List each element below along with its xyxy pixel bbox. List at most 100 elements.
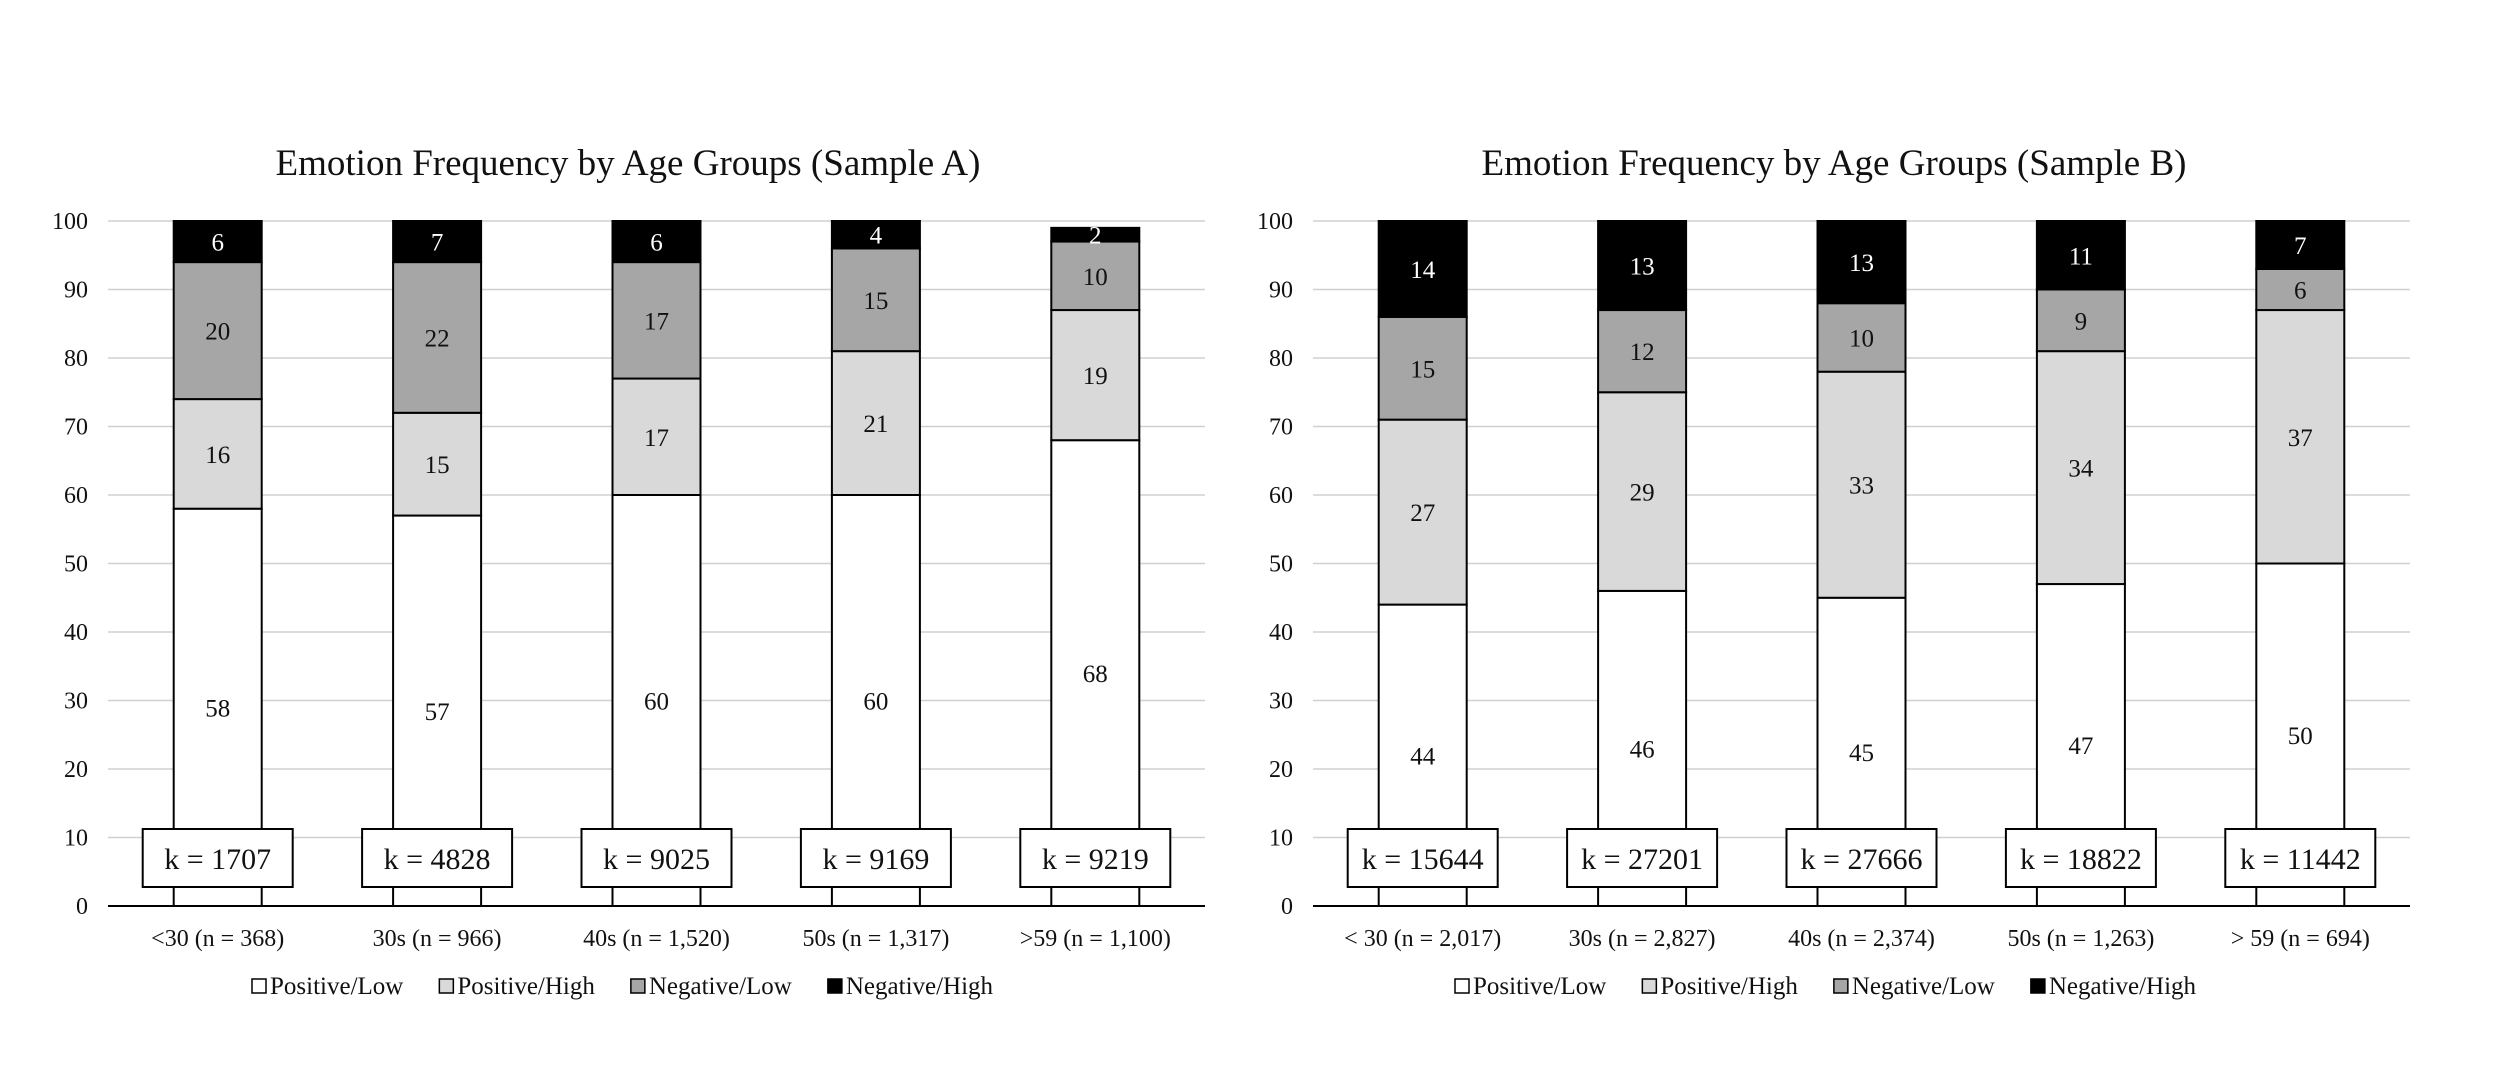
bar-segment-positive-high	[1816, 370, 1907, 599]
data-label: 50	[2288, 723, 2313, 750]
data-label: 6	[2294, 278, 2307, 305]
y-tick-label: 80	[1269, 346, 1293, 372]
data-label: 10	[1849, 325, 1874, 352]
chart-title: Emotion Frequency by Age Groups (Sample …	[1482, 143, 2187, 184]
y-tick-label: 20	[1269, 757, 1293, 783]
y-tick-label: 20	[64, 757, 88, 783]
k-annotation-label: k = 18822	[2020, 843, 2142, 876]
data-label: 21	[863, 411, 888, 438]
bar-segment-positive-high	[392, 411, 483, 517]
x-tick-label: < 30 (n = 2,017)	[1344, 926, 1501, 952]
y-tick-label: 100	[1257, 209, 1293, 235]
x-tick-label: 50s (n = 1,263)	[2007, 926, 2154, 952]
k-annotation-box	[141, 828, 294, 888]
bar-segment-negative-low	[1597, 309, 1688, 394]
bar-segment-positive-high	[611, 377, 702, 496]
k-annotation-box	[2224, 828, 2377, 888]
y-tick-label: 10	[1269, 826, 1293, 852]
x-tick-label: <30 (n = 368)	[151, 926, 284, 952]
bar-segment-negative-low	[392, 261, 483, 414]
x-tick-label: 40s (n = 2,374)	[1788, 926, 1935, 952]
legend-label: Positive/High	[457, 973, 595, 1000]
bar-segment-negative-high	[2035, 220, 2126, 291]
y-axis: 0 10 20 30 40 50 60 70 80 90 100	[1257, 209, 1293, 920]
k-annotation-label: k = 27201	[1581, 843, 1703, 876]
data-label: 57	[425, 699, 450, 726]
data-label: 29	[1630, 480, 1655, 507]
data-label: 4	[870, 223, 883, 250]
y-tick-label: 90	[64, 278, 88, 304]
data-label: 15	[425, 452, 450, 479]
x-tick-label: >59 (n = 1,100)	[1020, 926, 1171, 952]
bar-segment-positive-high	[1050, 309, 1141, 442]
bar-segment-negative-high	[1050, 226, 1141, 243]
legend-swatch	[1454, 978, 1470, 994]
bar-segment-negative-high	[611, 220, 702, 264]
legend-swatch	[251, 978, 267, 994]
y-tick-label: 30	[64, 689, 88, 715]
data-label: 37	[2288, 425, 2313, 452]
data-label: 14	[1410, 257, 1436, 284]
bar-segment-negative-high	[172, 220, 263, 264]
legend-label: Negative/High	[2049, 973, 2197, 1000]
k-annotation-box	[1346, 828, 1499, 888]
k-annotation-box	[1019, 828, 1172, 888]
data-label: 7	[431, 230, 444, 257]
x-tick-label: 30s (n = 966)	[373, 926, 502, 952]
legend-label: Positive/High	[1660, 973, 1798, 1000]
y-tick-label: 50	[64, 552, 88, 578]
data-label: 10	[1083, 264, 1108, 291]
legend-swatch	[438, 978, 455, 994]
x-tick-label: 40s (n = 1,520)	[583, 926, 730, 952]
data-label: 34	[2068, 456, 2094, 483]
sample-size-annotations: k = 15644 k = 27201 k = 27666 k = 18822 k = …	[1346, 828, 2377, 888]
y-tick-label: 80	[64, 346, 88, 372]
k-annotation-box	[361, 828, 514, 888]
bar-segment-positive-high	[1377, 418, 1468, 606]
data-label: 46	[1630, 736, 1655, 763]
k-annotation-label: k = 15644	[1362, 843, 1484, 876]
bar-segment-negative-high	[392, 220, 483, 264]
data-label: 22	[425, 325, 450, 352]
sample-size-annotations: k = 1707 k = 4828 k = 9025 k = 9169 k = 9219	[141, 828, 1172, 888]
data-label: 20	[205, 319, 230, 346]
data-label: 13	[1630, 254, 1655, 281]
k-annotation-label: k = 9025	[603, 843, 710, 876]
bar-segment-positive-high	[2255, 309, 2346, 565]
y-axis: 0 10 20 30 40 50 60 70 80 90 100	[52, 209, 88, 920]
data-label: 33	[1849, 473, 1874, 500]
x-tick-label: 30s (n = 2,827)	[1569, 926, 1716, 952]
data-label: 7	[2294, 233, 2307, 260]
bar-segment-negative-high	[830, 220, 921, 250]
data-label: 17	[644, 425, 669, 452]
k-annotation-box	[2004, 828, 2157, 888]
chart-title: Emotion Frequency by Age Groups (Sample …	[276, 143, 981, 184]
bar-segment-negative-high	[1816, 220, 1907, 305]
legend-swatch	[1833, 978, 1849, 994]
bar-segment-negative-low	[172, 261, 263, 401]
data-label: 6	[650, 230, 663, 257]
data-label: 19	[1083, 363, 1108, 390]
bar-segment-positive-high	[2035, 350, 2126, 586]
y-tick-label: 30	[1269, 689, 1293, 715]
k-annotation-label: k = 1707	[164, 843, 271, 876]
y-tick-label: 60	[64, 483, 88, 509]
chart-panel-2: Emotion Frequency by Age Groups (Sample …	[1257, 143, 2410, 1000]
data-label: 9	[2075, 308, 2088, 335]
data-label: 27	[1410, 500, 1435, 527]
bar-segment-negative-low	[611, 261, 702, 380]
x-tick-label: > 59 (n = 694)	[2231, 926, 2370, 952]
y-tick-label: 0	[76, 894, 88, 920]
y-tick-label: 50	[1269, 552, 1293, 578]
data-label: 60	[644, 689, 669, 716]
legend-label: Positive/Low	[1473, 973, 1606, 1000]
y-tick-label: 60	[1269, 483, 1293, 509]
bar-segment-negative-high	[1597, 220, 1688, 312]
legend-swatch	[2030, 978, 2046, 994]
data-label: 16	[205, 442, 230, 469]
legend-label: Negative/Low	[649, 973, 792, 1000]
k-annotation-box	[580, 828, 733, 888]
data-label: 13	[1849, 250, 1874, 277]
bar-segment-negative-high	[1377, 220, 1468, 318]
y-tick-label: 90	[1269, 278, 1293, 304]
